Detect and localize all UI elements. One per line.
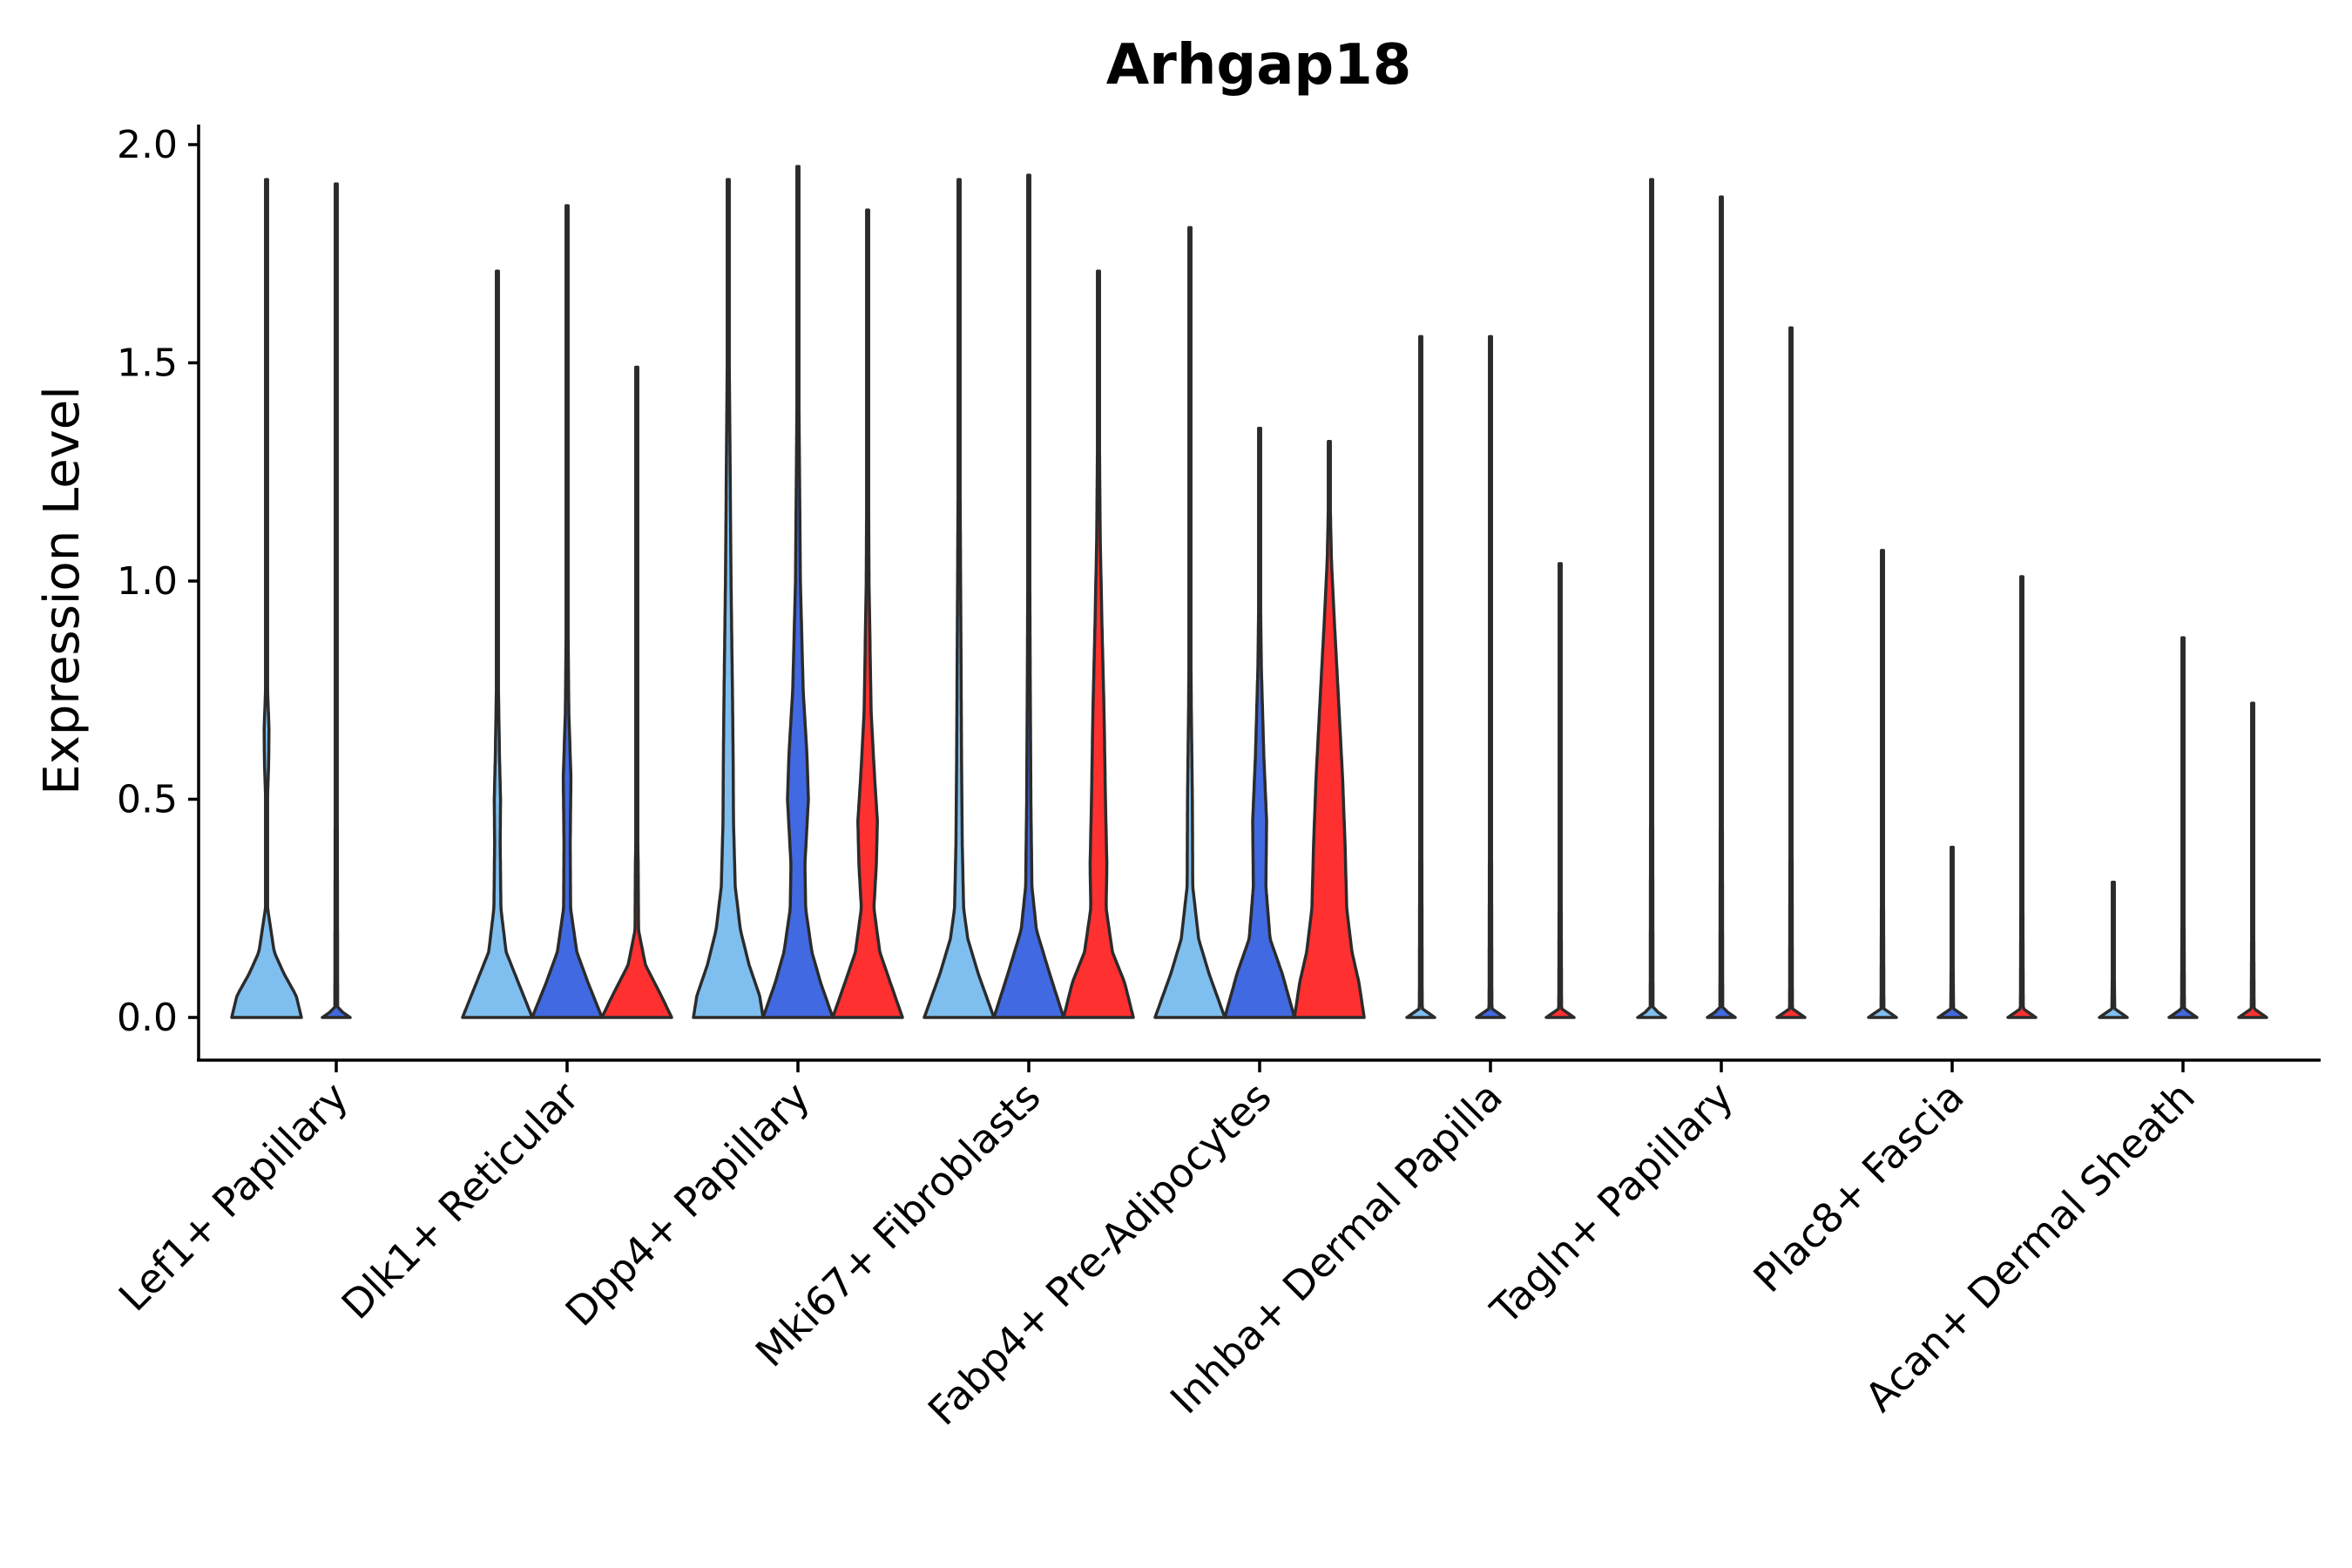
violin-group	[230, 165, 2268, 1019]
violin-4-1	[923, 178, 996, 1019]
violin-7-1	[1636, 178, 1667, 1019]
violin-8-1	[1867, 549, 1898, 1019]
violin-1-1	[230, 178, 303, 1019]
violin-6-2	[1475, 335, 1506, 1019]
violin-7-2	[1706, 195, 1737, 1019]
x-tick-label: Dlk1+ Reticular	[333, 1073, 588, 1328]
violin-5-3	[1293, 439, 1366, 1019]
violin-8-2	[1936, 845, 1968, 1019]
violin-5-1	[1153, 226, 1227, 1019]
y-tick-label: 2.0	[117, 123, 178, 167]
chart-title: Arhgap18	[1106, 33, 1412, 98]
violin-8-3	[2006, 575, 2038, 1019]
x-tick-label: Lef1+ Papillary	[110, 1073, 357, 1321]
y-tick-label: 1.0	[117, 559, 178, 604]
violin-9-3	[2237, 701, 2268, 1019]
y-tick-label: 0.0	[117, 996, 178, 1040]
violin-1-2	[321, 182, 352, 1019]
violin-6-1	[1405, 335, 1436, 1019]
violin-5-2	[1223, 426, 1296, 1019]
x-tick-label: Plac8+ Fascia	[1744, 1073, 1972, 1301]
violin-9-2	[2167, 636, 2199, 1019]
y-ticks: 0.0 0.5 1.0 1.5 2.0	[117, 123, 199, 1040]
violin-2-2	[531, 204, 604, 1019]
y-tick-label: 0.5	[117, 778, 178, 822]
violin-7-3	[1775, 326, 1807, 1019]
y-tick-label: 1.5	[117, 341, 178, 386]
y-axis-label: Expression Level	[34, 386, 91, 795]
violin-6-3	[1544, 562, 1576, 1019]
x-tick-label: Tagln+ Papillary	[1481, 1073, 1742, 1335]
violin-3-1	[692, 178, 765, 1019]
violin-3-2	[761, 165, 835, 1019]
violin-9-1	[2098, 880, 2129, 1019]
violin-3-3	[831, 208, 904, 1019]
x-tick-label: Dpp4+ Papillary	[557, 1073, 819, 1335]
violin-4-3	[1062, 269, 1135, 1019]
violin-2-1	[461, 269, 534, 1019]
violin-4-2	[992, 173, 1065, 1019]
violin-2-3	[600, 365, 673, 1019]
